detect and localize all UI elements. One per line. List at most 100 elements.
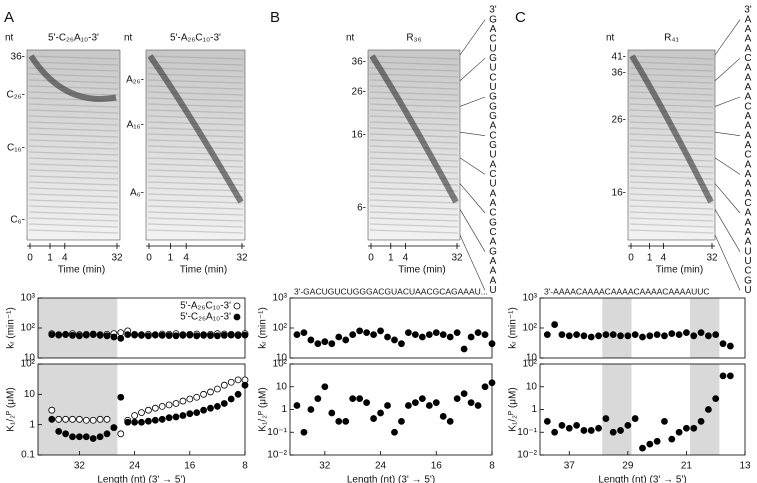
data-point (117, 393, 125, 401)
sequence-base: G (489, 14, 497, 25)
data-point (165, 414, 173, 422)
y-tick-label: 10³ (21, 293, 36, 304)
sequence-base: A (745, 179, 752, 190)
gel-band (28, 157, 119, 162)
gel-band (629, 157, 714, 162)
gel-band (147, 133, 244, 138)
data-point (227, 378, 235, 386)
sequence-base: G (489, 92, 497, 103)
data-point (151, 331, 159, 339)
data-point (697, 417, 705, 425)
sequence-base: A (745, 14, 752, 25)
data-point (89, 435, 97, 442)
time-label: Time (min) (180, 265, 227, 276)
panel-label: A (4, 9, 14, 26)
data-point (391, 336, 398, 344)
data-point (377, 327, 384, 335)
nt-label: nt (606, 33, 615, 44)
gel-band (28, 109, 119, 114)
shaded-region (602, 298, 632, 358)
data-point (405, 402, 412, 409)
y-tick-label: 10 (276, 353, 288, 364)
gel-band (147, 97, 244, 102)
gel-band (369, 151, 459, 156)
plot-frame (289, 363, 493, 456)
data-point (446, 333, 454, 341)
data-point (131, 418, 139, 426)
data-point (349, 331, 357, 339)
data-point (314, 395, 322, 403)
data-point (602, 415, 610, 422)
size-marker: C₂₆- (7, 90, 25, 101)
data-point (690, 424, 698, 432)
data-point (62, 430, 69, 438)
data-point (76, 415, 83, 423)
gel-band (629, 163, 714, 168)
data-point (158, 331, 166, 339)
sequence-base: G (489, 246, 497, 257)
data-point (587, 333, 595, 341)
legend-marker (233, 313, 241, 321)
data-point (227, 331, 235, 339)
sequence-base: C (489, 72, 496, 83)
gel-band (369, 115, 459, 120)
data-point (82, 416, 90, 424)
data-point (690, 332, 698, 340)
data-point (609, 428, 617, 436)
data-point (314, 340, 322, 348)
gel-band (629, 151, 714, 156)
gel-band (629, 229, 714, 234)
gel-band (147, 157, 244, 162)
data-point (96, 415, 104, 423)
gel-band (629, 55, 714, 60)
gel-band (28, 205, 119, 210)
data-point (639, 333, 646, 341)
gel-band (629, 91, 714, 96)
gel-band (147, 223, 244, 228)
sequence-base: U (744, 256, 751, 267)
data-point (62, 331, 69, 339)
data-point (234, 390, 242, 398)
gel-band (369, 109, 459, 114)
gel-title: R₄₁ (664, 33, 679, 44)
x-axis-label: Length (nt) (3' → 5') (347, 475, 435, 483)
y-tick-label: 1 (281, 404, 287, 415)
gel-band (629, 193, 714, 198)
data-point (138, 418, 145, 426)
gel-band (147, 151, 244, 156)
sequence-base: C (489, 208, 496, 219)
data-point (62, 415, 69, 423)
data-point (220, 381, 228, 389)
data-point (110, 333, 118, 341)
data-point (704, 332, 712, 340)
gel-band (629, 217, 714, 222)
gel-band (629, 187, 714, 192)
y-tick-label: 1 (531, 404, 537, 415)
data-point (474, 329, 482, 337)
gel-band (369, 133, 459, 138)
legend-marker (233, 302, 241, 310)
data-point (158, 415, 166, 423)
y-axis-label: K₁/₂ᴾ (μM) (508, 387, 519, 431)
data-point (293, 402, 301, 409)
gel-band (629, 109, 714, 114)
connector (714, 96, 741, 107)
data-point (89, 416, 97, 424)
y-axis-label: kᵣ (min⁻¹) (508, 307, 519, 349)
sequence-base: A (745, 24, 752, 35)
data-point (384, 402, 391, 409)
data-point (300, 428, 308, 436)
data-point (172, 332, 180, 340)
data-point (439, 412, 447, 420)
sequence-base: A (745, 169, 752, 180)
data-point (103, 415, 111, 423)
data-point (207, 404, 214, 412)
sequence-base: U (489, 179, 496, 190)
gel-band (28, 151, 119, 156)
data-point (103, 430, 111, 438)
data-point (418, 395, 426, 403)
shaded-region (690, 298, 720, 358)
connector (459, 131, 486, 136)
sequence-base: C (489, 169, 496, 180)
nt-label: nt (124, 33, 133, 44)
